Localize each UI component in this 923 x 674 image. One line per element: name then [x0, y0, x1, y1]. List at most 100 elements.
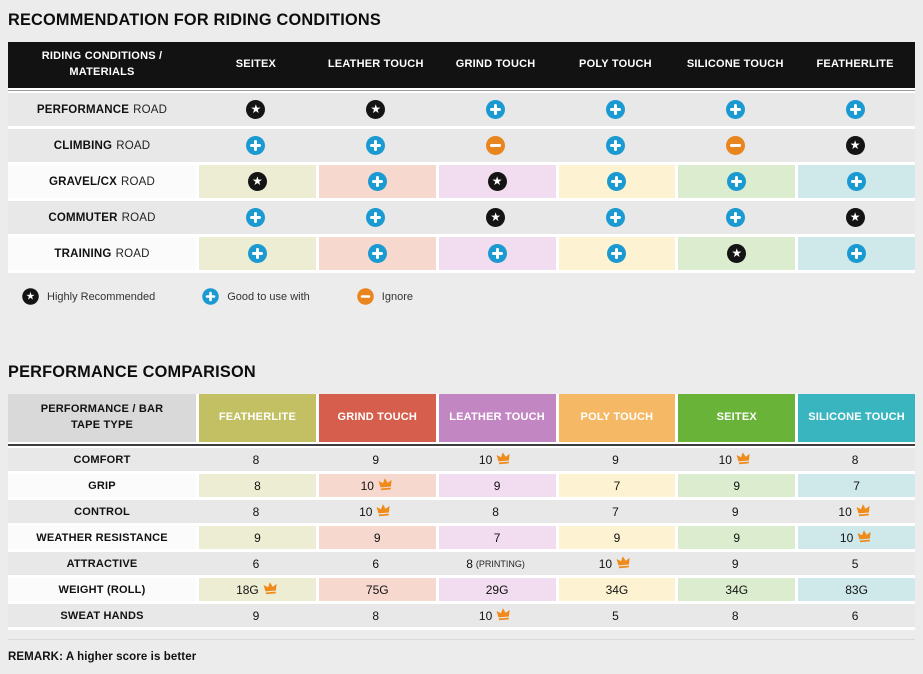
minus-icon: [725, 136, 745, 155]
performance-score-cell: 7: [555, 474, 676, 500]
performance-score-cell: 6: [315, 552, 436, 578]
performance-score-cell: 6: [196, 552, 316, 578]
plus-icon: [605, 208, 625, 227]
crown-icon: [262, 580, 279, 595]
star-icon: ★: [486, 208, 506, 227]
crown-icon: [377, 476, 394, 491]
riding-row-label: TRAINING ROAD: [8, 237, 196, 273]
performance-score-cell: 9: [315, 448, 436, 474]
crown-icon: [616, 554, 633, 569]
performance-score-cell: 83G: [795, 578, 915, 604]
legend-label: Good to use with: [227, 290, 310, 303]
riding-header-cell: RIDING CONDITIONS / MATERIALS: [8, 42, 196, 88]
legend-item: ★ Highly Recommended: [21, 287, 155, 306]
performance-score-cell: 8: [196, 474, 316, 500]
performance-score-cell: 7: [555, 500, 676, 526]
performance-score-cell: 34G: [675, 578, 796, 604]
riding-rating-cell: [555, 129, 676, 165]
performance-score-cell: 9: [555, 448, 676, 474]
performance-header-cell: PERFORMANCE / BAR TAPE TYPE: [8, 394, 196, 442]
crown-icon: [855, 502, 872, 517]
star-glyph: ★: [849, 138, 861, 152]
score-value: 34G: [725, 582, 749, 597]
score-value: 10: [478, 452, 493, 467]
row-label-bold: TRAINING: [54, 247, 112, 260]
performance-score-cell: 9: [435, 474, 556, 500]
star-icon: ★: [487, 172, 507, 191]
row-label-rest: ROAD: [133, 103, 168, 116]
score-value: 10: [360, 478, 374, 493]
star-icon: ★: [845, 136, 865, 155]
riding-rating-cell: [555, 201, 676, 237]
riding-rating-cell: [555, 237, 676, 273]
score-value: 75G: [365, 582, 389, 597]
crown-icon: [496, 606, 513, 621]
performance-row-label: WEIGHT (ROLL): [8, 578, 196, 604]
score-value: 10: [839, 530, 854, 545]
riding-rating-cell: [795, 93, 915, 129]
riding-rating-cell: [435, 129, 556, 165]
performance-score-cell: 18G: [196, 578, 316, 604]
performance-score-cell: 5: [555, 604, 676, 630]
performance-score-cell: 8: [196, 500, 316, 526]
star-glyph: ★: [25, 289, 36, 303]
riding-rating-cell: [315, 237, 436, 273]
row-label-bold: PERFORMANCE: [36, 103, 130, 116]
star-icon: ★: [246, 100, 266, 119]
crown-icon: [735, 450, 752, 465]
performance-row-label: GRIP: [8, 474, 196, 500]
performance-score-cell: 9: [555, 526, 676, 552]
riding-rating-cell: [555, 93, 676, 129]
performance-header-cell: POLY TOUCH: [555, 394, 676, 442]
star-glyph: ★: [491, 174, 503, 188]
plus-icon: [367, 244, 387, 263]
performance-header-cell: FEATHERLITE: [196, 394, 316, 442]
score-value: 9: [613, 530, 621, 545]
plus-icon: [725, 100, 745, 119]
star-icon: ★: [22, 288, 39, 305]
score-value: 8: [492, 504, 499, 519]
score-value: 18G: [236, 582, 259, 597]
riding-rating-cell: [675, 93, 796, 129]
score-value: 10: [838, 504, 852, 519]
performance-score-cell: 9: [675, 474, 796, 500]
performance-score-cell: 10: [795, 526, 915, 552]
riding-header-cell: SEITEX: [196, 42, 316, 88]
plus-icon: [246, 208, 266, 227]
score-value: 9: [493, 478, 501, 493]
score-value: 8: [731, 608, 739, 623]
score-value: 8: [851, 452, 859, 467]
performance-score-cell: 10: [795, 500, 915, 526]
row-label-bold: GRAVEL/CX: [48, 175, 117, 188]
score-value: 7: [612, 504, 619, 519]
riding-rating-cell: ★: [435, 165, 556, 201]
score-value: 9: [731, 504, 739, 519]
star-glyph: ★: [250, 102, 262, 116]
score-value: 10: [718, 452, 732, 467]
performance-score-cell: 10: [435, 448, 556, 474]
riding-header-cell: GRIND TOUCH: [435, 42, 556, 88]
performance-score-cell: 10: [435, 604, 556, 630]
score-value: 7: [853, 478, 860, 493]
legend-label: Highly Recommended: [47, 290, 156, 303]
riding-rating-cell: [196, 201, 316, 237]
score-value: 9: [254, 530, 261, 545]
performance-score-cell: 9: [315, 526, 436, 552]
riding-legend: ★ Highly Recommended Good to use with Ignor…: [21, 287, 915, 306]
plus-icon: [605, 100, 625, 119]
row-label-bold: CLIMBING: [53, 139, 113, 152]
performance-score-cell: 9: [675, 552, 796, 578]
performance-score-cell: 10: [675, 448, 796, 474]
riding-rating-cell: [675, 129, 796, 165]
score-value: 9: [733, 530, 741, 545]
score-value: 9: [731, 556, 739, 571]
star-glyph: ★: [490, 210, 501, 224]
score-value: 5: [612, 608, 619, 623]
performance-row-label: SWEAT HANDS: [8, 604, 196, 630]
minus-icon: [486, 136, 506, 155]
legend-label: Ignore: [381, 290, 413, 303]
performance-score-cell: 8: [196, 448, 316, 474]
riding-conditions-table: RIDING CONDITIONS / MATERIALS SEITEX LEATH…: [8, 42, 915, 273]
riding-rating-cell: [315, 201, 436, 237]
score-value: 34G: [605, 582, 629, 597]
